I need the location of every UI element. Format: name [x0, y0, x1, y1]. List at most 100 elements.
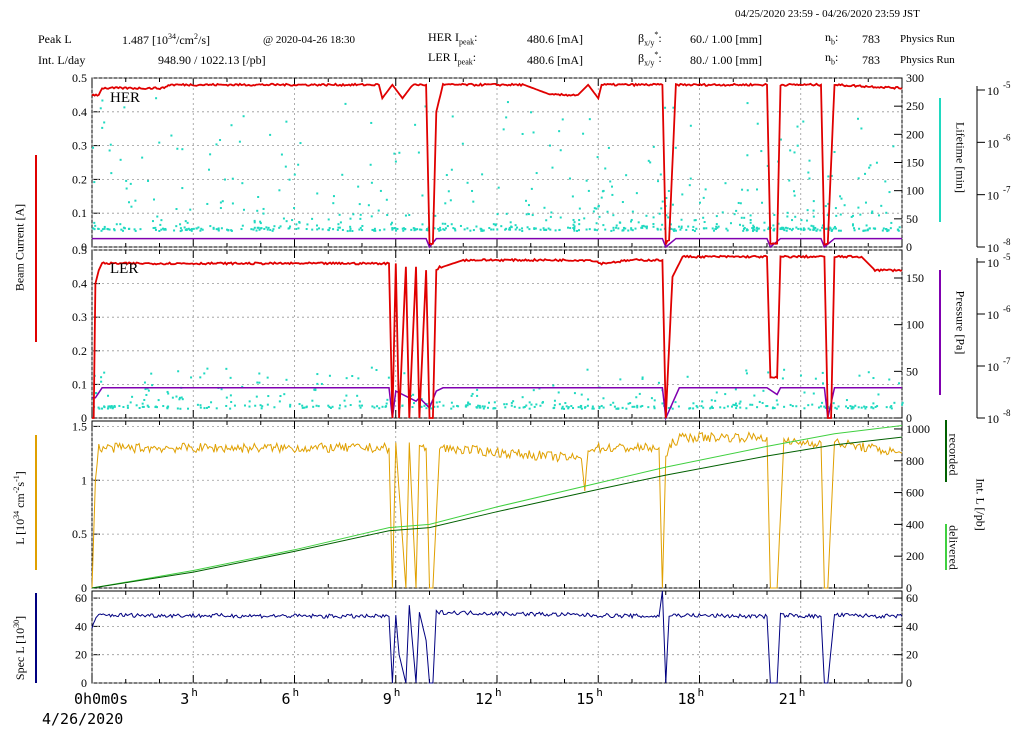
lifetime-point: [653, 405, 656, 408]
log-tick-label: 10: [987, 308, 999, 322]
lifetime-point: [261, 405, 264, 408]
lifetime-point: [231, 177, 234, 180]
lifetime-point: [756, 228, 759, 231]
lifetime-point: [476, 394, 479, 397]
lifetime-point: [755, 226, 758, 229]
lifetime-point: [865, 224, 868, 227]
y-tick-label: 60: [75, 591, 87, 605]
log-tick-label: 10: [987, 136, 999, 150]
lifetime-point: [147, 405, 150, 408]
lifetime-point: [425, 402, 428, 405]
lifetime-point: [370, 181, 373, 184]
lifetime-point: [889, 406, 892, 409]
lifetime-point: [297, 227, 300, 230]
lifetime-point: [344, 102, 347, 105]
lifetime-point: [443, 228, 446, 231]
lifetime-point: [370, 366, 373, 369]
lifetime-point: [280, 153, 283, 156]
lifetime-point: [391, 221, 394, 224]
delivered-series: [91, 425, 903, 589]
lifetime-point: [101, 228, 104, 231]
lifetime-point: [425, 407, 428, 410]
lifetime-point: [424, 105, 427, 108]
x-tick-label-first: 0h0m0s: [74, 690, 128, 708]
ler-beta-label: βx/y*:: [638, 50, 662, 68]
lifetime-point: [387, 376, 390, 379]
lifetime-point: [738, 223, 741, 226]
lifetime-point: [413, 229, 416, 232]
lifetime-point: [849, 405, 852, 408]
lifetime-point: [772, 224, 775, 227]
lifetime-point: [677, 225, 680, 228]
lifetime-point: [157, 399, 160, 402]
lifetime-point: [800, 219, 803, 222]
lifetime-point: [444, 202, 447, 205]
lifetime-point: [714, 399, 717, 402]
lifetime-point: [184, 228, 187, 231]
ler-ipeak-value: 480.6 [mA]: [527, 53, 583, 67]
lifetime-point: [349, 227, 352, 230]
lifetime-point: [446, 225, 449, 228]
lifetime-point: [830, 229, 833, 232]
lifetime-point: [525, 404, 528, 407]
lifetime-point: [564, 402, 567, 405]
y2-tick-label: 150: [906, 156, 924, 170]
lifetime-point: [93, 228, 96, 231]
lifetime-point: [812, 209, 815, 212]
lifetime-point: [731, 405, 734, 408]
lifetime-point: [829, 227, 832, 230]
lifetime-point: [625, 174, 628, 177]
lifetime-point: [660, 207, 663, 210]
lifetime-point: [544, 228, 547, 231]
lifetime-point: [807, 227, 810, 230]
lifetime-point: [359, 217, 362, 220]
lifetime-point: [255, 395, 258, 398]
lifetime-point: [577, 406, 580, 409]
luminosity-series: [91, 431, 903, 589]
lifetime-point: [376, 405, 379, 408]
lifetime-point: [630, 227, 633, 230]
lifetime-point: [739, 202, 742, 205]
lifetime-point: [826, 214, 829, 217]
lifetime-point: [338, 213, 341, 216]
lifetime-point: [125, 187, 128, 190]
lifetime-point: [219, 207, 222, 210]
lifetime-point: [510, 401, 513, 404]
lifetime-point: [349, 229, 352, 232]
lifetime-point: [248, 400, 251, 403]
lifetime-point: [864, 229, 867, 232]
lifetime-point: [125, 179, 128, 182]
lifetime-point: [528, 401, 531, 404]
lifetime-point: [717, 225, 720, 228]
lifetime-point: [612, 226, 615, 229]
lifetime-point: [578, 219, 581, 222]
lifetime-point: [118, 404, 121, 407]
lifetime-point: [143, 381, 146, 384]
lifetime-point: [602, 397, 605, 400]
lifetime-point: [158, 141, 161, 144]
lifetime-point: [641, 404, 644, 407]
lifetime-point: [103, 225, 106, 228]
lifetime-point: [749, 403, 752, 406]
y2-tick-label: 200: [906, 127, 924, 141]
lifetime-point: [164, 228, 167, 231]
lifetime-point: [672, 228, 675, 231]
lifetime-point: [749, 218, 752, 221]
lifetime-point: [263, 227, 266, 230]
lifetime-point: [134, 229, 137, 232]
lifetime-point: [332, 202, 335, 205]
lifetime-point: [535, 403, 538, 406]
lifetime-point: [531, 214, 534, 217]
lifetime-point: [163, 228, 166, 231]
lifetime-point: [482, 229, 485, 232]
lifetime-point: [229, 376, 232, 379]
lifetime-point: [107, 405, 110, 408]
lifetime-point: [617, 227, 620, 230]
lifetime-point: [777, 222, 780, 225]
log-tick-exp: -5: [1003, 80, 1011, 90]
lifetime-point: [692, 402, 695, 405]
lifetime-point: [719, 406, 722, 409]
lifetime-point: [252, 228, 255, 231]
lifetime-point: [890, 221, 893, 224]
lifetime-point: [279, 395, 282, 398]
